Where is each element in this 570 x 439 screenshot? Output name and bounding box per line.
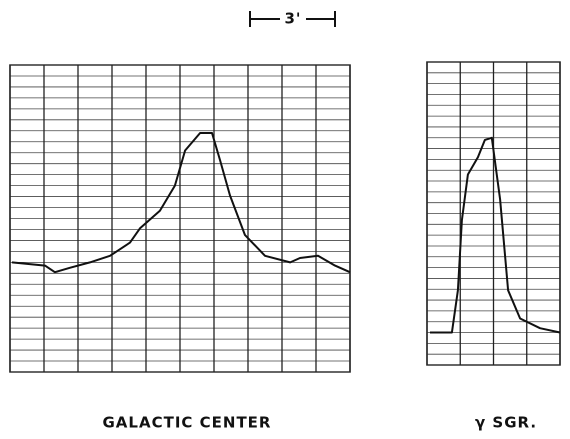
trace: [11, 132, 351, 274]
panel-title: GALACTIC CENTER: [103, 414, 272, 432]
scale-label: 3': [284, 10, 301, 28]
scale-bar-gap: [280, 8, 306, 30]
panel-title: γ SGR.: [475, 414, 537, 432]
trace: [430, 136, 561, 334]
